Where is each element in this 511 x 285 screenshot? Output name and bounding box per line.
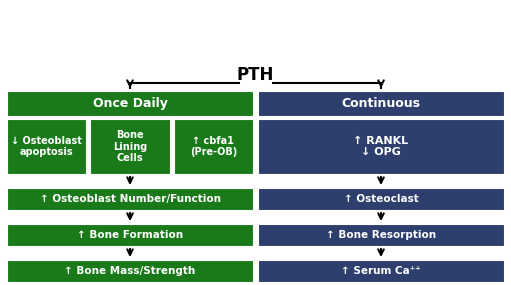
FancyBboxPatch shape xyxy=(258,224,504,246)
FancyBboxPatch shape xyxy=(258,188,504,210)
Text: Bone
Lining
Cells: Bone Lining Cells xyxy=(113,130,147,163)
Text: ↑ RANKL
↓ OPG: ↑ RANKL ↓ OPG xyxy=(354,136,409,157)
Text: ↑ Bone Formation: ↑ Bone Formation xyxy=(77,230,183,240)
FancyBboxPatch shape xyxy=(90,119,170,174)
FancyBboxPatch shape xyxy=(258,91,504,116)
Text: ↑ Serum Ca⁺⁺: ↑ Serum Ca⁺⁺ xyxy=(341,266,421,276)
Text: PTH: PTH xyxy=(237,66,274,84)
FancyBboxPatch shape xyxy=(7,91,253,116)
FancyBboxPatch shape xyxy=(7,260,253,282)
FancyBboxPatch shape xyxy=(7,188,253,210)
Text: ↑ Bone Mass/Strength: ↑ Bone Mass/Strength xyxy=(64,266,196,276)
Text: Once Daily: Once Daily xyxy=(92,97,168,110)
FancyBboxPatch shape xyxy=(7,119,86,174)
Text: ↑ cbfa1
(Pre-OB): ↑ cbfa1 (Pre-OB) xyxy=(190,136,237,157)
FancyBboxPatch shape xyxy=(174,119,253,174)
Text: ↑ Osteoclast: ↑ Osteoclast xyxy=(343,194,419,204)
Text: Continuous: Continuous xyxy=(341,97,421,110)
Text: ↓ Osteoblast
apoptosis: ↓ Osteoblast apoptosis xyxy=(11,136,82,157)
Text: ↑ Osteoblast Number/Function: ↑ Osteoblast Number/Function xyxy=(39,194,221,204)
FancyBboxPatch shape xyxy=(258,119,504,174)
FancyBboxPatch shape xyxy=(258,260,504,282)
Text: ↑ Bone Resorption: ↑ Bone Resorption xyxy=(326,230,436,240)
FancyBboxPatch shape xyxy=(7,224,253,246)
